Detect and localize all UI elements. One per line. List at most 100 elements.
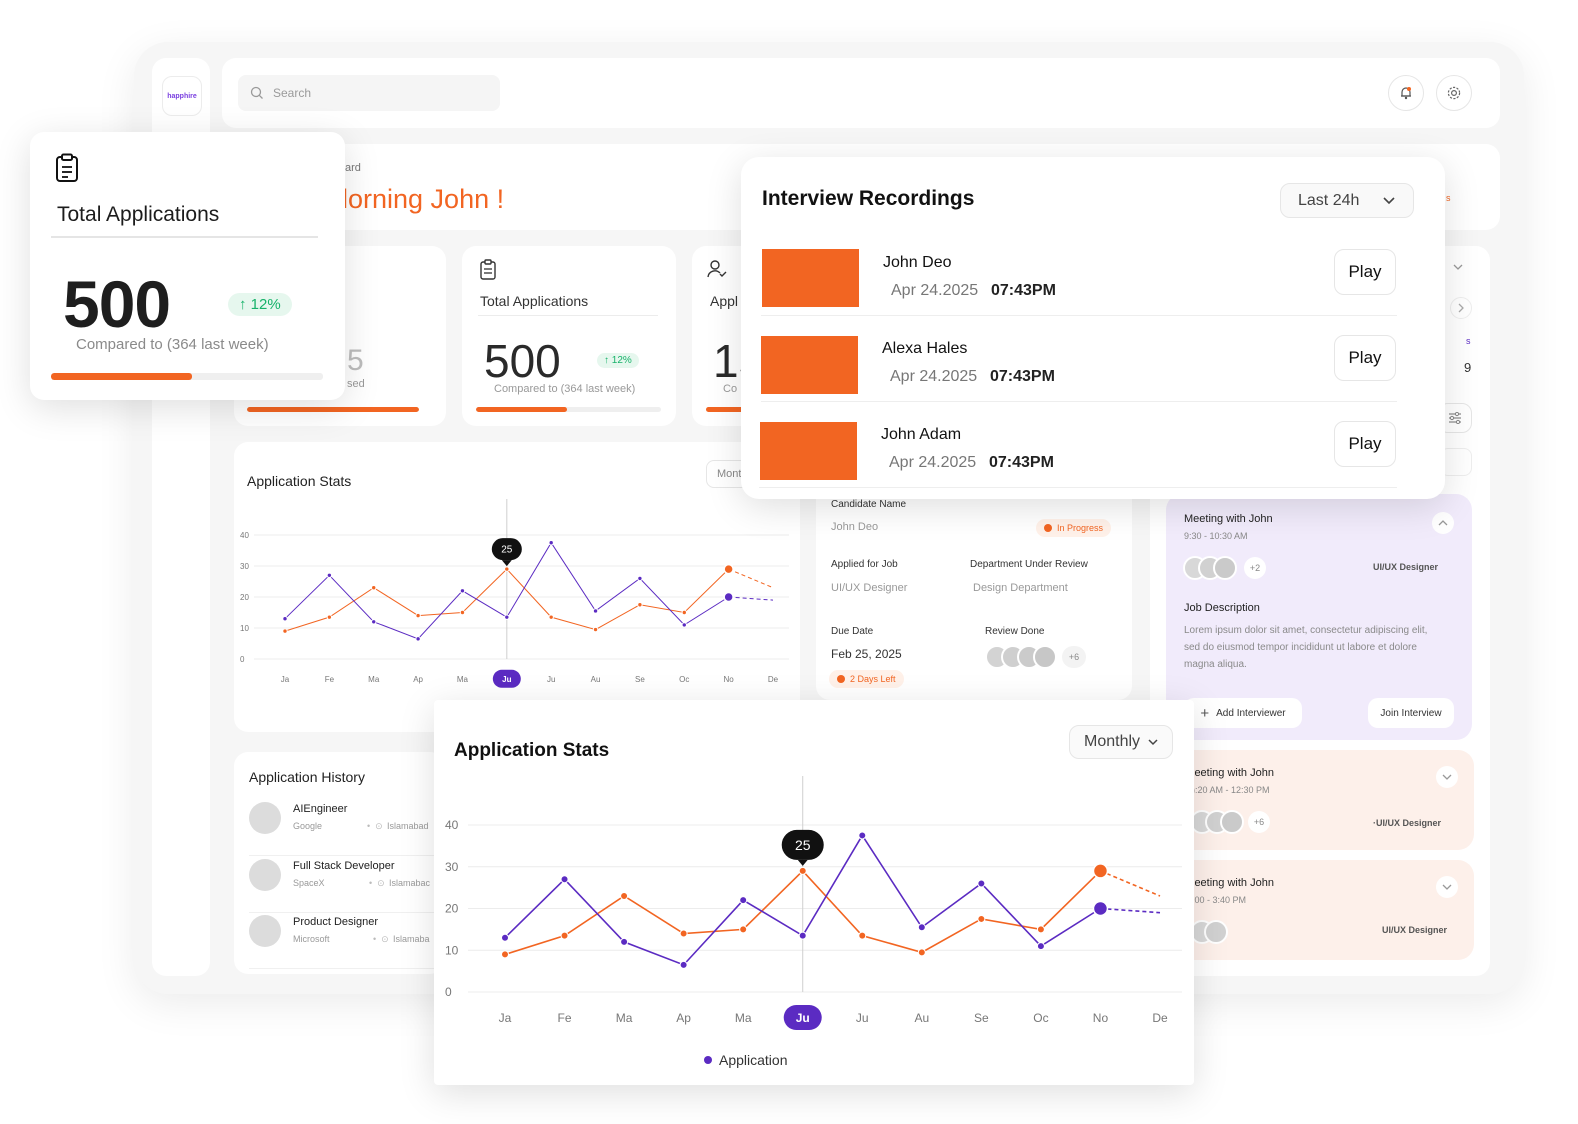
recording-thumbnail[interactable] [761, 336, 858, 394]
overlay-change-badge: ↑ 12% [228, 293, 292, 316]
x-tick-label: De [1152, 1011, 1168, 1025]
stat-card-2-change-badge: ↑ 12% [597, 353, 639, 368]
data-point [977, 879, 986, 888]
job-description-text: Lorem ipsum dolor sit amet, consectetur … [1184, 625, 1428, 670]
highlight-pill [492, 669, 521, 688]
days-left-text: 2 Days Left [850, 674, 896, 684]
logo-text: happhire [167, 92, 197, 100]
bg-chart-plot: 0 10 20 30 40 Ja Fe Ma Ap Ma Ju Ju Au Se Oc No De 25 [240, 499, 789, 688]
data-point [637, 575, 643, 582]
play-button[interactable]: Play [1334, 421, 1396, 467]
meeting-1-collapse[interactable] [1432, 512, 1454, 534]
data-point [739, 896, 748, 905]
recording-thumbnail[interactable] [760, 422, 857, 480]
chart-period-label: Monthly [1084, 733, 1141, 750]
recordings-filter-dropdown[interactable]: Last 24h [1280, 183, 1414, 218]
y-tick-label: 0 [240, 655, 245, 664]
right-panel-input[interactable] [1440, 448, 1472, 476]
y-tick-label: 0 [445, 985, 452, 999]
recording-row[interactable]: John Adam Apr 24.2025 07:43PM Play [759, 412, 1397, 488]
recording-row[interactable]: John Deo Apr 24.2025 07:43PM Play [761, 240, 1397, 316]
meeting-2-expand[interactable] [1436, 766, 1458, 788]
data-point [739, 925, 748, 934]
legend-label: Application [719, 1052, 788, 1068]
join-interview-label: Join Interview [1380, 707, 1442, 719]
meeting-2-role: ·UI/UX Designer [1373, 818, 1442, 828]
stat-card-1-value: 5 [347, 344, 364, 377]
chevron-up-icon [1438, 520, 1448, 526]
add-interviewer-button[interactable]: + Add Interviewer [1184, 698, 1302, 728]
chevron-down-icon [1383, 196, 1395, 204]
data-point [504, 614, 510, 620]
chevron-right-icon [1458, 303, 1464, 313]
recording-date: Apr 24.2025 [891, 282, 979, 299]
history-company: Google [293, 821, 323, 831]
data-point [548, 540, 554, 546]
meeting-1-time: 9:30 - 10:30 AM [1184, 531, 1248, 541]
meeting-2-avatars [1190, 810, 1250, 834]
recording-time: 07:43PM [989, 454, 1054, 471]
x-tick-label: Ma [457, 675, 469, 684]
stat-card-1-progress [247, 407, 419, 412]
days-left-badge: 2 Days Left [829, 670, 904, 688]
tooltip-box [491, 538, 522, 561]
app-logo[interactable]: happhire [162, 76, 202, 116]
meeting-2-more: +6 [1248, 811, 1270, 833]
recording-name: John Deo [883, 254, 952, 271]
meeting-1-more-text: +2 [1249, 563, 1261, 573]
stat-card-total-applications [462, 246, 676, 426]
legend-swatch [704, 1056, 712, 1064]
play-button[interactable]: Play [1334, 335, 1396, 381]
review-more-text: +6 [1068, 652, 1080, 662]
meeting-3-time: :00 - 3:40 PM [1192, 895, 1247, 905]
y-tick-label: 10 [240, 624, 249, 633]
recording-time: 07:43PM [991, 282, 1056, 299]
history-role: Product Designer [293, 916, 378, 928]
search-input[interactable]: Search [238, 75, 500, 111]
notification-button[interactable] [1388, 75, 1424, 111]
meeting-3-expand[interactable] [1436, 876, 1458, 898]
recording-row[interactable]: Alexa Hales Apr 24.2025 07:43PM Play [761, 326, 1397, 402]
stat-card-1-sub: sed [347, 378, 365, 390]
data-point [592, 608, 599, 614]
list-item[interactable]: Full Stack Developer SpaceX • ⊙ Islamaba… [249, 857, 444, 913]
stat-card-3-progress [706, 407, 756, 412]
application-history-title: Application History [249, 769, 365, 785]
data-point [620, 891, 629, 900]
right-panel-dropdown[interactable] [1444, 254, 1472, 280]
stat-card-3-title: Appl [710, 293, 739, 309]
overlay-change-value: 12% [250, 296, 281, 313]
history-role: Full Stack Developer [293, 860, 395, 872]
x-tick-label: Ma [616, 1011, 633, 1025]
history-role: AIEngineer [293, 803, 348, 815]
meeting-3-title: leeting with John [1192, 877, 1274, 889]
x-tick-label: Ap [413, 675, 423, 684]
settings-button[interactable] [1436, 75, 1472, 111]
data-point [282, 616, 288, 622]
overlay-total-compare: Compared to (364 last week) [76, 336, 269, 353]
status-text: In Progress [1057, 523, 1104, 533]
bg-chart-period-label: Mont [717, 468, 742, 480]
avatar [1033, 645, 1057, 669]
y-tick-label: 30 [445, 860, 459, 874]
overlay-total-progress [51, 373, 323, 380]
history-location: Islamabac [389, 878, 431, 888]
review-done-label: Review Done [985, 626, 1045, 637]
data-point [1092, 900, 1109, 917]
list-item[interactable]: AIEngineer Google • ⊙ Islamabad [249, 800, 444, 856]
stat-card-2-compare: Compared to (364 last week) [494, 383, 636, 395]
play-button[interactable]: Play [1334, 249, 1396, 295]
list-item[interactable]: Product Designer Microsoft • ⊙ Islamaba [249, 913, 444, 969]
stat-card-2-value: 500 [484, 335, 561, 387]
location-pin-icon: • ⊙ [369, 878, 385, 888]
x-tick-label: No [1093, 1011, 1109, 1025]
right-panel-next[interactable] [1450, 297, 1472, 319]
history-company: Microsoft [293, 934, 330, 944]
location-pin-icon: • ⊙ [367, 821, 383, 831]
avatar [1220, 810, 1244, 834]
tooltip-box [781, 829, 824, 860]
recording-thumbnail[interactable] [762, 249, 859, 307]
recording-date: Apr 24.2025 [889, 454, 977, 471]
chart-period-dropdown[interactable]: Monthly [1069, 725, 1173, 759]
join-interview-button[interactable]: Join Interview [1368, 698, 1454, 728]
